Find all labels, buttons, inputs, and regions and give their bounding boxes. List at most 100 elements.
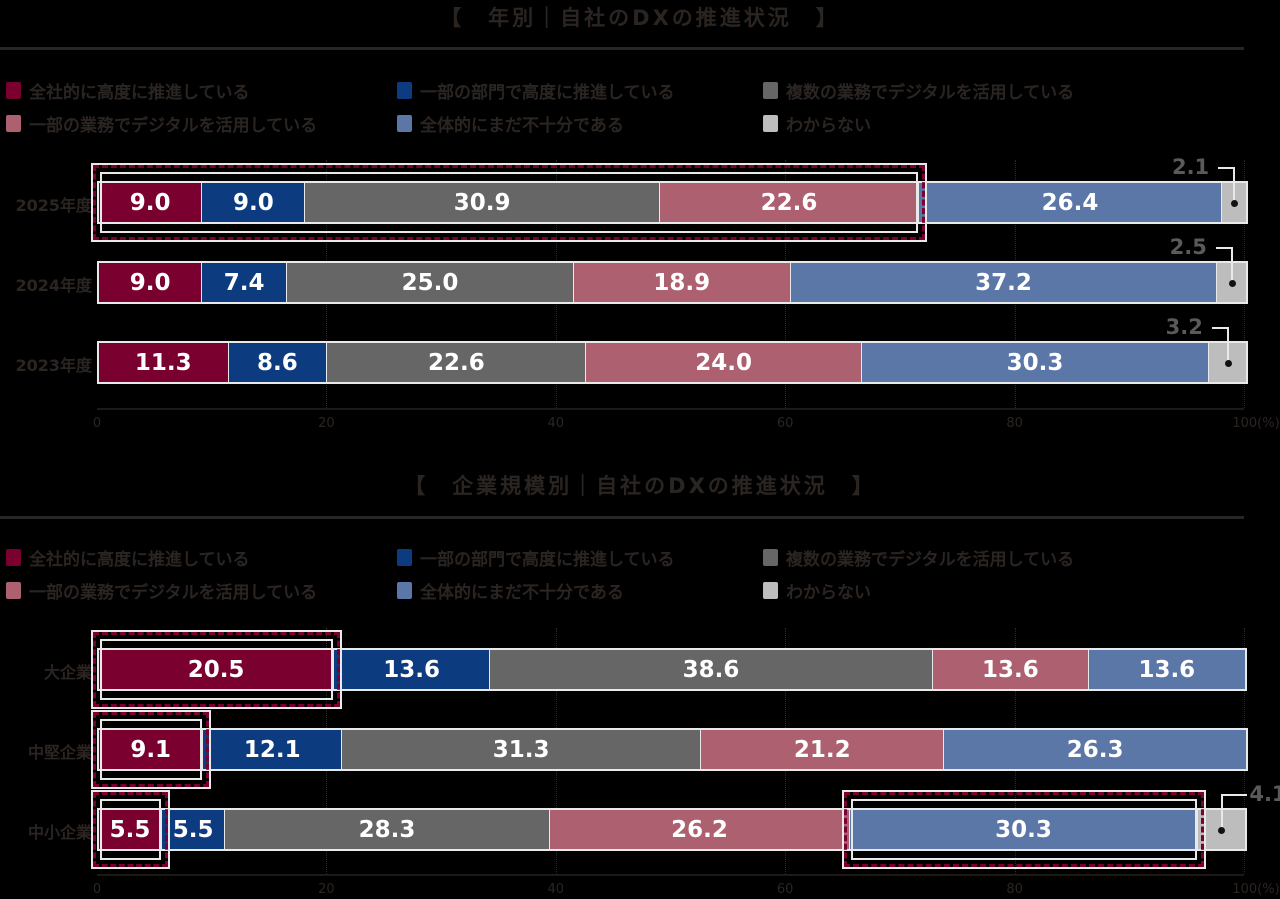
legend-swatch-icon — [397, 549, 412, 566]
bar-segment: 8.6 — [228, 343, 328, 382]
legend-label: 全社的に高度に推進している — [29, 550, 250, 570]
legend-swatch-icon — [763, 582, 778, 599]
segment-value: 24.0 — [695, 349, 752, 376]
row-label: 2025年度 — [15, 196, 92, 215]
legend-swatch-icon — [397, 115, 412, 132]
x-tick-label: 100(%) — [1232, 416, 1280, 431]
legend-item: 一部の業務でデジタルを活用している — [6, 111, 317, 136]
callout-leader-line — [1217, 167, 1235, 205]
legend-label: 複数の業務でデジタルを活用している — [786, 550, 1075, 570]
segment-value: 13.6 — [1138, 656, 1196, 683]
x-tick-label: 40 — [547, 882, 565, 897]
bar-segment: 38.6 — [490, 650, 933, 689]
legend-swatch-icon — [6, 82, 21, 99]
x-tick-label: 40 — [547, 416, 565, 431]
bar-segment: 31.3 — [342, 730, 702, 769]
legend-label: 全社的に高度に推進している — [29, 83, 250, 103]
segment-value: 37.2 — [975, 269, 1032, 296]
segment-value: 30.9 — [453, 189, 511, 216]
stacked-bar: 9.0 9.0 30.9 22.6 26.4 — [97, 181, 1248, 224]
legend-item: 全社的に高度に推進している — [6, 545, 250, 570]
legend-item: 一部の部門で高度に推進している — [397, 78, 675, 103]
legend-label: 全体的にまだ不十分である — [420, 116, 624, 136]
segment-value: 31.3 — [492, 736, 550, 763]
title-rule — [0, 47, 1244, 50]
legend-label: 一部の部門で高度に推進している — [420, 83, 675, 103]
segment-value: 9.0 — [129, 189, 171, 216]
legend-label: 全体的にまだ不十分である — [420, 583, 624, 603]
row-label: 中堅企業 — [27, 743, 92, 762]
legend-item: 全社的に高度に推進している — [6, 78, 250, 103]
segment-value: 7.4 — [223, 269, 265, 296]
x-tick-label: 80 — [1006, 416, 1023, 431]
callout-dot-icon — [1230, 200, 1238, 207]
title-rule — [0, 516, 1244, 519]
stacked-bar: 20.5 13.6 38.6 13.6 13.6 — [97, 648, 1247, 691]
bar-segment: 30.3 — [850, 810, 1198, 849]
segment-value: 9.0 — [129, 269, 171, 296]
row-label: 大企業 — [43, 663, 92, 682]
bar-segment: 5.5 — [162, 810, 226, 849]
x-tick-label: 60 — [776, 416, 794, 431]
bar-segment: 30.9 — [305, 183, 660, 222]
segment-value: 5.5 — [109, 816, 151, 843]
legend-label: わからない — [786, 116, 871, 136]
bar-segment: 7.4 — [202, 263, 288, 302]
bar-segment: 26.4 — [919, 183, 1222, 222]
callout-dot-icon — [1224, 360, 1232, 367]
x-tick-label: 20 — [318, 882, 335, 897]
stacked-bar: 11.3 8.6 22.6 24.0 30.3 — [97, 341, 1248, 384]
legend-item: 全体的にまだ不十分である — [397, 578, 624, 603]
segment-value: 38.6 — [682, 656, 740, 683]
segment-value: 13.6 — [383, 656, 440, 683]
bar-segment: 9.0 — [202, 183, 306, 222]
segment-value: 21.2 — [793, 736, 851, 763]
row-label: 2023年度 — [15, 356, 92, 375]
bar-segment: 13.6 — [334, 650, 491, 689]
x-tick-label: 80 — [1006, 882, 1023, 897]
segment-value: 26.4 — [1041, 189, 1099, 216]
segment-value: 22.6 — [760, 189, 818, 216]
stacked-bar: 9.0 7.4 25.0 18.9 37.2 — [97, 261, 1248, 304]
legend-swatch-icon — [763, 549, 778, 566]
legend-swatch-icon — [763, 115, 778, 132]
unknown-callout-value: 3.2 — [1165, 315, 1203, 339]
segment-value: 9.0 — [232, 189, 274, 216]
legend-label: 一部の部門で高度に推進している — [420, 550, 675, 570]
legend-swatch-icon — [763, 82, 778, 99]
bar-segment: 12.1 — [203, 730, 343, 769]
callout-leader-line — [1221, 794, 1248, 832]
x-axis — [97, 408, 1244, 410]
unknown-callout-value: 2.5 — [1169, 235, 1207, 259]
legend-item: わからない — [763, 578, 871, 603]
x-tick-label: 60 — [776, 882, 794, 897]
bar-segment: 13.6 — [1088, 650, 1245, 689]
segment-value: 25.0 — [401, 269, 459, 296]
legend-swatch-icon — [397, 582, 412, 599]
legend-swatch-icon — [397, 82, 412, 99]
bar-segment: 30.3 — [861, 343, 1210, 382]
bar-segment: 20.5 — [99, 650, 335, 689]
callout-dot-icon — [1228, 280, 1236, 287]
segment-value: 8.6 — [257, 349, 298, 376]
x-axis — [97, 874, 1244, 876]
segment-value: 11.3 — [134, 349, 192, 376]
x-tick-label: 0 — [92, 882, 102, 897]
legend-item: 複数の業務でデジタルを活用している — [763, 545, 1074, 570]
bar-segment: 13.6 — [932, 650, 1089, 689]
segment-value: 30.3 — [1006, 349, 1064, 376]
segment-value: 18.9 — [653, 269, 711, 296]
bar-segment: 24.0 — [586, 343, 862, 382]
legend-item: 全体的にまだ不十分である — [397, 111, 624, 136]
stacked-bar: 5.5 5.5 28.3 26.2 30.3 — [97, 808, 1247, 851]
segment-value: 5.5 — [172, 816, 214, 843]
bar-segment: 11.3 — [99, 343, 229, 382]
bar-segment: 26.2 — [549, 810, 851, 849]
legend-swatch-icon — [6, 115, 21, 132]
callout-dot-icon — [1218, 827, 1226, 834]
bar-segment: 9.0 — [99, 183, 203, 222]
segment-value: 20.5 — [187, 656, 245, 683]
row-label: 中小企業 — [27, 823, 92, 842]
callout-leader-line — [1211, 327, 1229, 365]
callout-leader-line — [1215, 247, 1233, 285]
